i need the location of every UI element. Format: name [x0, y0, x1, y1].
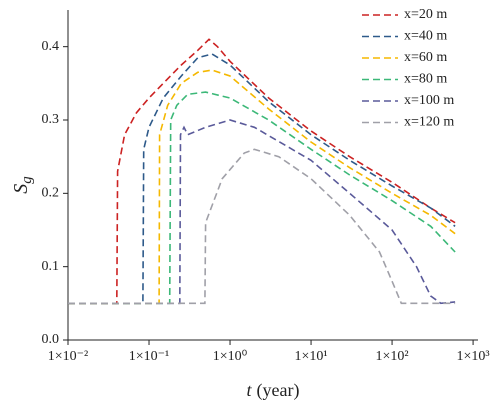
y-tick-label: 0.3 — [42, 112, 60, 127]
x-axis-title: t (year) — [247, 380, 300, 401]
legend-label: x=20 m — [404, 7, 447, 22]
y-tick-label: 0.4 — [42, 39, 60, 54]
y-label-main: S — [10, 184, 32, 194]
series-line — [68, 119, 456, 305]
series-line — [68, 53, 456, 305]
y-tick-label: 0.1 — [42, 259, 60, 274]
legend-label: x=120 m — [404, 115, 454, 130]
x-tick-label: 1×10⁻² — [48, 349, 88, 364]
x-label-unit: (year) — [257, 380, 300, 401]
y-tick-label: 0.2 — [42, 186, 60, 201]
x-tick-label: 1×10³ — [457, 349, 490, 364]
x-tick-label: 1×10¹ — [295, 349, 328, 364]
legend-label: x=100 m — [404, 93, 454, 108]
x-label-var: t — [247, 380, 253, 400]
series-line — [68, 91, 456, 305]
y-axis-title: Sg — [10, 176, 36, 194]
legend-label: x=80 m — [404, 72, 447, 87]
y-label-sub: g — [19, 176, 35, 184]
series-line — [68, 38, 456, 305]
legend-label: x=60 m — [404, 50, 447, 65]
x-tick-label: 1×10⁻¹ — [129, 349, 169, 364]
x-tick-label: 1×10⁰ — [213, 349, 248, 364]
legend-label: x=40 m — [404, 29, 447, 44]
series-line — [68, 69, 456, 305]
y-tick-label: 0.0 — [42, 332, 60, 347]
series-line — [68, 148, 456, 305]
x-tick-label: 1×10² — [376, 349, 409, 364]
